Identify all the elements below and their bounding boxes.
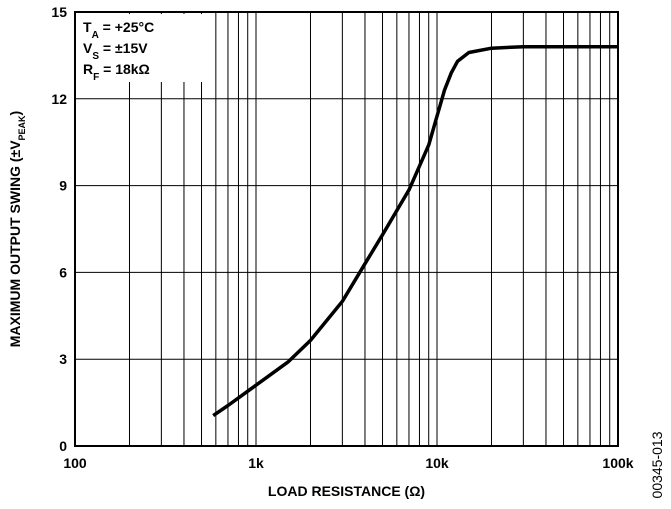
y-axis-label-text: MAXIMUM OUTPUT SWING (±V <box>7 140 23 347</box>
annotation: RF = 18kΩ <box>83 61 150 83</box>
y-tick-label: 9 <box>59 178 67 194</box>
y-axis-label-rest: ) <box>7 111 23 116</box>
y-axis-label-sub: PEAK <box>17 115 27 141</box>
annotation: VS = ±15V <box>83 40 148 62</box>
series-line <box>212 44 618 418</box>
annotation-sub: A <box>92 30 99 41</box>
plot-area <box>75 12 618 446</box>
annotation-rest: = +25°C <box>99 19 154 35</box>
annotation: TA = +25°C <box>83 19 154 41</box>
plot-frame <box>74 11 619 447</box>
annotation-rest: = 18kΩ <box>99 61 150 77</box>
x-tick-label: 100k <box>602 455 633 471</box>
annotation-sub: S <box>92 51 99 62</box>
annotation-text: V <box>83 40 93 56</box>
annotation-sub: F <box>93 72 99 83</box>
annotation-box <box>77 14 205 82</box>
figure-id: 00345-013 <box>649 431 665 498</box>
x-tick-label: 1k <box>248 455 264 471</box>
x-tick-label: 100 <box>63 455 87 471</box>
x-axis-label: LOAD RESISTANCE (Ω) <box>268 483 425 499</box>
annotation-text: R <box>83 61 93 77</box>
x-tick-label: 10k <box>425 455 449 471</box>
y-tick-label: 15 <box>51 4 67 20</box>
y-tick-label: 0 <box>59 438 67 454</box>
y-axis-label: MAXIMUM OUTPUT SWING (±VPEAK) <box>7 111 27 347</box>
y-tick-label: 3 <box>59 351 67 367</box>
y-tick-label: 6 <box>59 264 67 280</box>
annotation-text: T <box>83 19 92 35</box>
annotation-rest: = ±15V <box>99 40 148 56</box>
y-tick-label: 12 <box>51 91 67 107</box>
